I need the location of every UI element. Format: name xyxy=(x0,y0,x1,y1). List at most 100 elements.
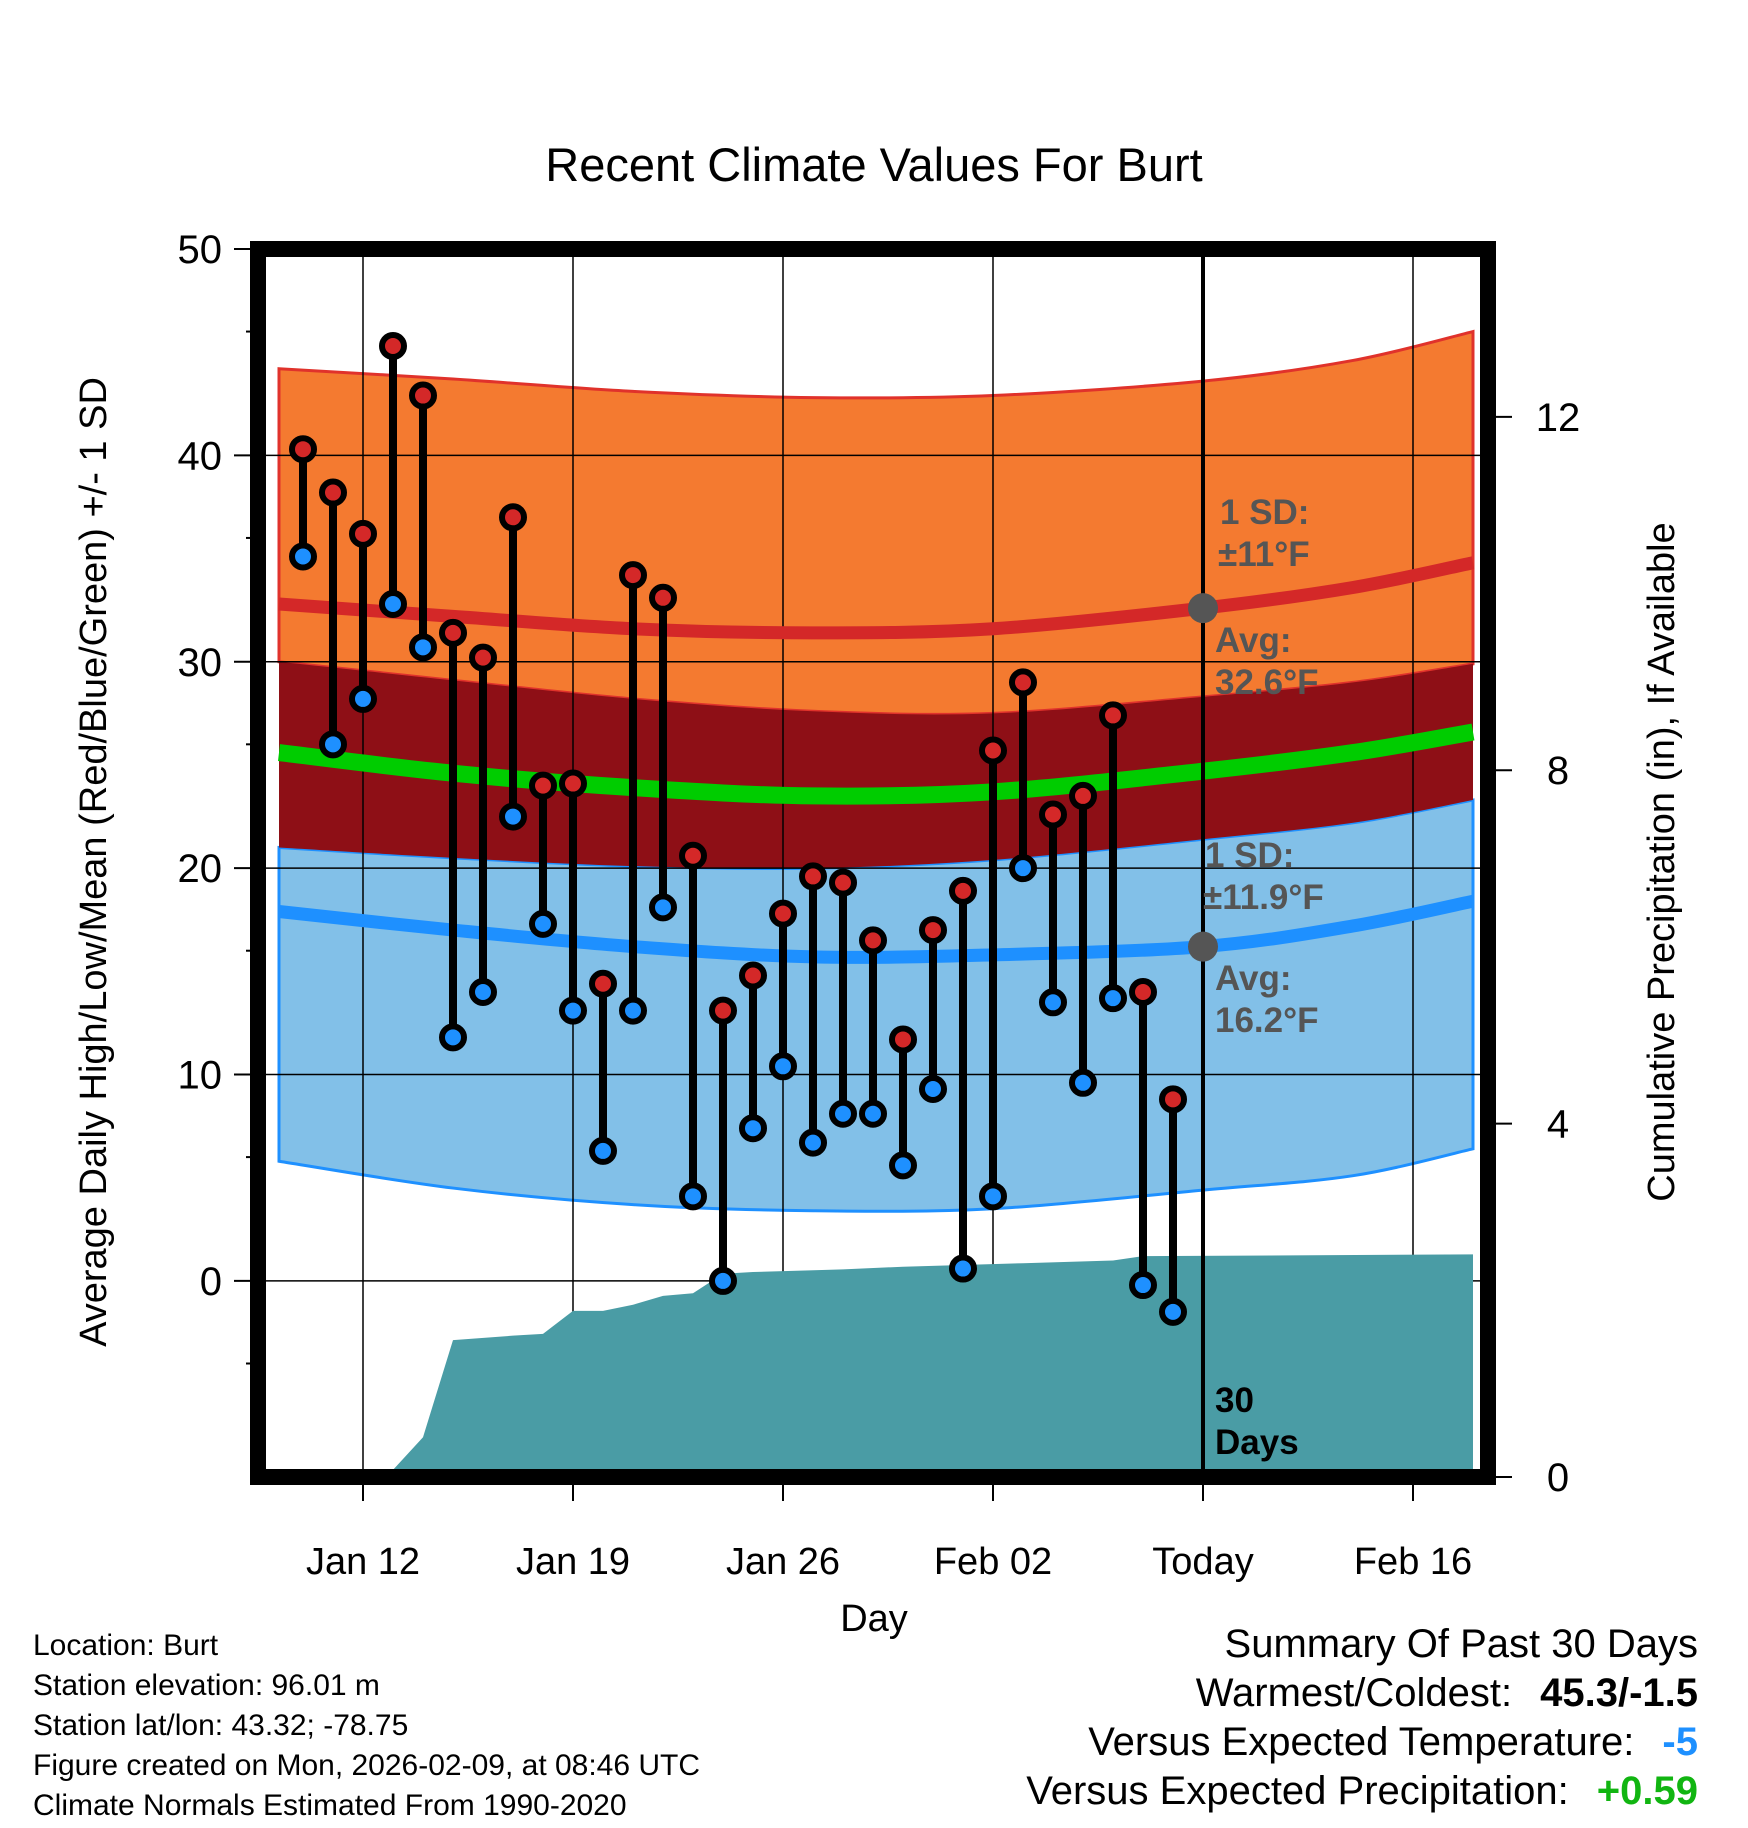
summary-panel: Summary Of Past 30 Days Warmest/Coldest:… xyxy=(1026,1620,1698,1816)
x-tick-label: Feb 16 xyxy=(1354,1541,1472,1583)
low-sd-label: 1 SD: xyxy=(1205,836,1294,875)
x-tick-label: Jan 12 xyxy=(306,1541,420,1583)
high-temp-point xyxy=(469,643,497,672)
y2-tick-label: 12 xyxy=(1536,396,1581,440)
low-temp-point xyxy=(559,996,587,1025)
overlap-band xyxy=(279,661,1473,869)
temp-value: -5 xyxy=(1662,1720,1698,1764)
days-label-line: 30 xyxy=(1215,1381,1254,1420)
mean-normal-line xyxy=(277,723,1475,805)
chart-title: Recent Climate Values For Burt xyxy=(545,138,1202,191)
low-temp-point xyxy=(439,1023,467,1052)
low-temp-point xyxy=(799,1128,827,1157)
y2-tick-label: 4 xyxy=(1547,1103,1569,1147)
low-temp-point xyxy=(1129,1271,1157,1300)
precip-value: +0.59 xyxy=(1596,1769,1698,1813)
x-tick-label: Jan 26 xyxy=(726,1541,840,1583)
low-temp-point xyxy=(979,1182,1007,1211)
y-tick-label: 0 xyxy=(200,1260,222,1304)
low-temp-point xyxy=(319,730,347,759)
y-tick-label: 40 xyxy=(178,434,223,478)
high-temp-point xyxy=(799,862,827,891)
low-temp-point xyxy=(409,633,437,662)
high-sd-label: 1 SD: xyxy=(1220,493,1309,532)
x-tick-label: Feb 02 xyxy=(934,1541,1052,1583)
high-temp-point xyxy=(859,926,887,955)
high-temp-point xyxy=(409,381,437,410)
x-axis-label: Day xyxy=(840,1598,908,1640)
days-label-line: Days xyxy=(1215,1423,1299,1462)
warmest-value: 45.3/-1.5 xyxy=(1540,1671,1698,1715)
high-temp-point xyxy=(589,969,617,998)
high-temp-point xyxy=(379,332,407,361)
low-temp-point xyxy=(529,909,557,938)
low-temp-point xyxy=(469,977,497,1006)
high-temp-point xyxy=(949,876,977,905)
high-temp-point xyxy=(889,1025,917,1054)
days-label: 30 Days xyxy=(1215,1381,1299,1462)
low-temp-point xyxy=(619,996,647,1025)
plot-frame xyxy=(250,241,1496,1485)
high-normal-line xyxy=(278,556,1475,640)
low-avg-marker xyxy=(1188,931,1218,962)
low-temp-point xyxy=(289,542,317,571)
y-tick-label: 50 xyxy=(178,228,223,272)
location-text: Location: Burt xyxy=(33,1629,219,1662)
low-temp-point xyxy=(649,893,677,922)
low-temp-point xyxy=(1099,984,1127,1013)
created-text: Figure created on Mon, 2026-02-09, at 08… xyxy=(33,1749,701,1782)
high-temp-point xyxy=(499,503,527,532)
low-temp-point xyxy=(1039,988,1067,1017)
low-temp-point xyxy=(499,802,527,831)
low-temp-point xyxy=(889,1151,917,1180)
low-temp-point xyxy=(379,589,407,618)
warmest-row: Warmest/Coldest: 45.3/-1.5 xyxy=(1026,1669,1698,1718)
station-info: Location: Burt Station elevation: 96.01 … xyxy=(33,1626,700,1826)
high-temp-point xyxy=(559,769,587,798)
latlon-text: Station lat/lon: 43.32; -78.75 xyxy=(33,1709,409,1742)
low-temp-point xyxy=(919,1074,947,1103)
temp-label: Versus Expected Temperature: xyxy=(1088,1720,1635,1764)
high-temp-point xyxy=(919,916,947,945)
elevation-text: Station elevation: 96.01 m xyxy=(33,1669,380,1702)
low-temp-point xyxy=(589,1136,617,1165)
high-avg-value: 32.6°F xyxy=(1215,663,1319,702)
high-temp-point xyxy=(1129,977,1157,1006)
high-temp-point xyxy=(1039,800,1067,829)
precip-row: Versus Expected Precipitation: +0.59 xyxy=(1026,1767,1698,1816)
y-tick-label: 30 xyxy=(178,641,223,685)
y2-tick-label: 0 xyxy=(1547,1456,1569,1500)
high-avg-label: Avg: xyxy=(1215,621,1291,660)
high-temp-point xyxy=(979,736,1007,765)
low-normal-line xyxy=(278,894,1475,964)
low-temp-point xyxy=(709,1266,737,1295)
low-temp-point xyxy=(1069,1068,1097,1097)
warmest-label: Warmest/Coldest: xyxy=(1195,1671,1513,1715)
high-temp-point xyxy=(1159,1085,1187,1114)
low-temp-point xyxy=(679,1182,707,1211)
high-temp-point xyxy=(829,868,857,897)
low-temp-point xyxy=(829,1099,857,1128)
high-temp-point xyxy=(649,583,677,612)
y-tick-label: 20 xyxy=(178,847,223,891)
low-avg-label: Avg: xyxy=(1215,959,1291,998)
low-temp-point xyxy=(859,1099,887,1128)
high-temp-point xyxy=(439,618,467,647)
high-temp-point xyxy=(769,899,797,928)
y-axis-label: Average Daily High/Low/Mean (Red/Blue/Gr… xyxy=(73,377,115,1347)
summary-title: Summary Of Past 30 Days xyxy=(1224,1622,1698,1666)
high-temp-point xyxy=(1099,701,1127,730)
low-sd-value: ±11.9°F xyxy=(1203,878,1324,917)
low-temp-point xyxy=(1159,1297,1187,1326)
high-temp-point xyxy=(1069,781,1097,810)
high-temp-point xyxy=(1009,668,1037,697)
y2-axis-label: Cumulative Precipitation (in), If Availa… xyxy=(1641,522,1683,1201)
y-tick-label: 10 xyxy=(178,1054,223,1098)
low-avg-value: 16.2°F xyxy=(1215,1001,1319,1040)
low-temp-point xyxy=(949,1254,977,1283)
high-temp-point xyxy=(289,435,317,464)
low-temp-point xyxy=(739,1114,767,1143)
high-temp-point xyxy=(319,478,347,507)
axes: 0 10 20 30 40 50 0 4 8 12 Jan 12 Jan 19 Jan 26 Feb 02… xyxy=(178,228,1581,1583)
